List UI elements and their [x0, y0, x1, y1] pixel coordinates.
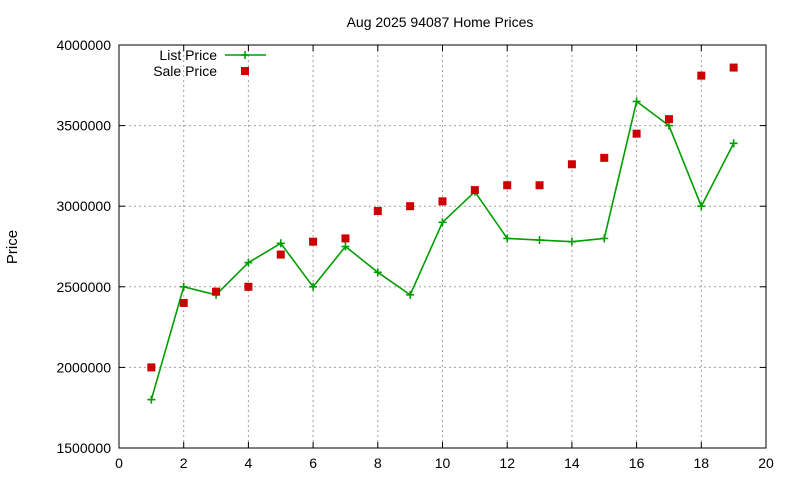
legend-label: List Price: [159, 47, 217, 63]
data-point: [697, 71, 706, 80]
y-tick-label: 2500000: [56, 279, 111, 295]
data-point: [503, 181, 512, 190]
data-point: [341, 234, 350, 243]
data-point: [697, 202, 706, 211]
data-point: [503, 234, 512, 243]
x-tick-label: 14: [564, 455, 580, 471]
legend-item: Sale Price: [153, 63, 249, 79]
axes: 0 2 4 6 8 10 12 14 16 18 20 1500000 2000000 2500000 30…: [56, 37, 774, 471]
data-point: [470, 186, 479, 195]
data-point: [729, 139, 738, 148]
legend-label: Sale Price: [153, 63, 217, 79]
data-point: [567, 237, 576, 246]
x-tick-label: 10: [435, 455, 451, 471]
data-point: [567, 160, 576, 169]
data-point: [309, 282, 318, 291]
data-point: [632, 97, 641, 106]
x-tick-label: 8: [374, 455, 382, 471]
data-point: [406, 290, 415, 299]
x-tick-label: 0: [115, 455, 123, 471]
legend-marker: [241, 67, 249, 75]
data-point: [276, 239, 285, 248]
series-sale-price: [147, 63, 738, 372]
grid: [119, 45, 766, 448]
data-point: [147, 363, 156, 372]
data-point: [373, 268, 382, 277]
chart-title: Aug 2025 94087 Home Prices: [347, 14, 534, 30]
data-point: [664, 115, 673, 124]
x-tick-label: 6: [309, 455, 317, 471]
y-tick-label: 1500000: [56, 440, 111, 456]
data-point: [438, 197, 447, 206]
data-point: [406, 202, 415, 211]
data-point: [179, 298, 188, 307]
data-point: [244, 258, 253, 267]
x-tick-label: 4: [245, 455, 253, 471]
data-point: [341, 242, 350, 251]
legend-item: List Price: [159, 47, 266, 63]
x-tick-label: 20: [758, 455, 774, 471]
data-point: [535, 181, 544, 190]
y-tick-label: 3500000: [56, 118, 111, 134]
data-point: [373, 207, 382, 216]
data-point: [535, 236, 544, 245]
y-tick-label: 3000000: [56, 198, 111, 214]
data-point: [600, 153, 609, 162]
data-point: [212, 287, 221, 296]
x-tick-label: 12: [499, 455, 515, 471]
series: [147, 63, 738, 404]
legend-marker: [241, 51, 249, 59]
data-point: [179, 282, 188, 291]
x-tick-label: 2: [180, 455, 188, 471]
data-point: [276, 250, 285, 259]
data-point: [147, 395, 156, 404]
data-point: [632, 129, 641, 138]
y-axis-label: Price: [4, 230, 21, 264]
y-tick-label: 2000000: [56, 359, 111, 375]
data-point: [729, 63, 738, 72]
x-tick-label: 18: [694, 455, 710, 471]
y-tick-label: 4000000: [56, 37, 111, 53]
data-point: [309, 237, 318, 246]
data-point: [600, 234, 609, 243]
data-point: [244, 282, 253, 291]
data-point: [438, 218, 447, 227]
x-tick-label: 16: [629, 455, 645, 471]
